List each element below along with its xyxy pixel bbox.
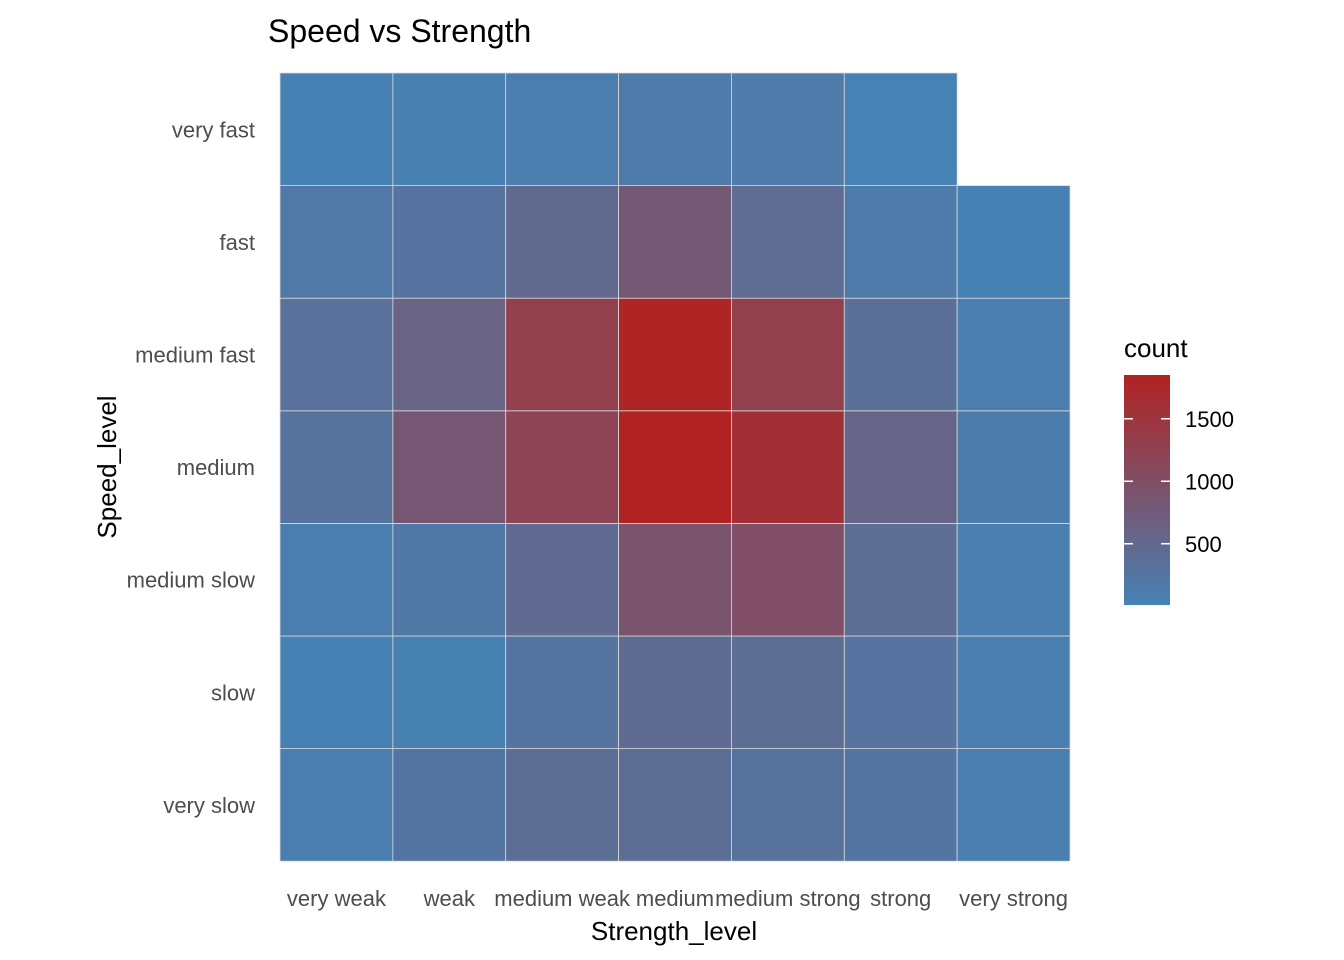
heatmap-cell (843, 748, 958, 862)
x-tick-label: very weak (287, 886, 387, 911)
heatmap-cell (505, 185, 619, 299)
heatmap-cell (392, 72, 507, 186)
heatmap-cell (843, 410, 958, 524)
x-tick-label: strong (870, 886, 931, 911)
legend-ticks: 500 1000 1500 (1124, 407, 1234, 557)
y-tick-label: very slow (163, 793, 255, 818)
heatmap-cell (279, 635, 394, 749)
heatmap-cell (618, 297, 732, 412)
heatmap-cell (618, 410, 732, 524)
x-tick-label: medium weak (494, 886, 631, 911)
heatmap-cell (956, 748, 1071, 862)
heatmap-cell (843, 297, 958, 412)
x-tick-label: weak (423, 886, 476, 911)
heatmap-cell (956, 410, 1071, 524)
heatmap-cell (618, 185, 732, 299)
y-tick-label: medium slow (127, 568, 255, 593)
heatmap-cell (279, 297, 394, 412)
heatmap-cell (392, 410, 507, 524)
heatmap-cell (505, 523, 619, 637)
y-axis-ticks: very slow slow medium slow medium medium fas… (127, 117, 255, 818)
x-axis-title: Strength_level (591, 916, 757, 946)
heatmap-cell (392, 523, 507, 637)
heatmap-cell (279, 748, 394, 862)
heatmap-cell (279, 523, 394, 637)
heatmap-cell (505, 748, 619, 862)
y-tick-label: fast (220, 230, 255, 255)
heatmap-cell (505, 635, 619, 749)
heatmap-cell (618, 72, 732, 186)
legend-tick-label: 1500 (1185, 407, 1234, 432)
heatmap-cell (618, 523, 732, 637)
heatmap-cell (392, 748, 507, 862)
heatmap-cell (731, 523, 845, 637)
heatmap-cell (505, 410, 619, 524)
x-tick-label: medium (636, 886, 714, 911)
y-tick-label: very fast (172, 117, 255, 142)
legend-title: count (1124, 333, 1188, 363)
legend-colorbar (1124, 375, 1170, 605)
heatmap-cell (843, 523, 958, 637)
heatmap-cell (505, 72, 619, 186)
heatmap-cell (843, 185, 958, 299)
chart-title: Speed vs Strength (268, 13, 531, 49)
heatmap-cell (618, 748, 732, 862)
y-axis-title: Speed_level (92, 395, 122, 538)
heatmap-cell (956, 523, 1071, 637)
heatmap-cell (505, 297, 619, 412)
x-tick-label: very strong (959, 886, 1068, 911)
heatmap-cell (843, 72, 958, 186)
heatmap-cell (956, 297, 1071, 412)
heatmap-cell (843, 635, 958, 749)
legend-tick-label: 500 (1185, 532, 1222, 557)
heatmap-cell (392, 297, 507, 412)
heatmap-cell (956, 635, 1071, 749)
heatmap-cell (279, 72, 394, 186)
y-tick-label: medium (177, 455, 255, 480)
heatmap-cell (956, 185, 1071, 299)
legend: count 500 1000 1500 (1124, 333, 1234, 605)
y-tick-label: slow (211, 680, 255, 705)
heatmap-cell (392, 635, 507, 749)
heatmap-cell (731, 410, 845, 524)
x-tick-label: medium strong (715, 886, 861, 911)
heatmap-cell (731, 72, 845, 186)
heatmap-cell (279, 185, 394, 299)
heatmap-cells (279, 72, 1071, 862)
heatmap-cell (731, 635, 845, 749)
heatmap-cell (392, 185, 507, 299)
legend-tick-label: 1000 (1185, 469, 1234, 494)
heatmap-cell (731, 185, 845, 299)
heatmap-cell (731, 748, 845, 862)
heatmap-cell (618, 635, 732, 749)
y-tick-label: medium fast (135, 343, 255, 368)
heatmap-cell (279, 410, 394, 524)
x-axis-ticks: very weak weak medium weak medium medium str… (287, 886, 1068, 911)
heatmap-cell (731, 297, 845, 412)
